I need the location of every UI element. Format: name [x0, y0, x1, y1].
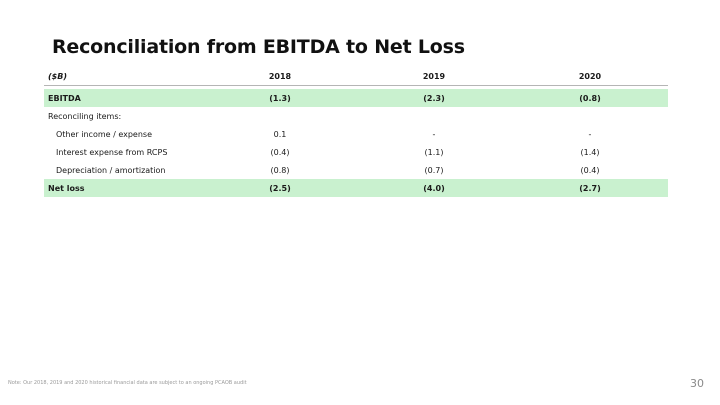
row-label: Reconciling items: — [48, 111, 122, 121]
row-value: (0.8) — [270, 165, 290, 175]
row-value: (1.1) — [424, 147, 444, 157]
row-value: (0.4) — [270, 147, 290, 157]
year-header: 2019 — [356, 68, 512, 86]
row-value — [204, 107, 356, 125]
row-value: 0.1 — [273, 129, 287, 139]
year-header: 2018 — [204, 68, 356, 86]
row-value: - — [432, 129, 436, 139]
table-row-reconciling-items: Reconciling items: — [44, 107, 668, 125]
page-number: 30 — [690, 377, 704, 390]
footnote: Note: Our 2018, 2019 and 2020 historical… — [8, 380, 247, 386]
row-value: (1.4) — [580, 147, 600, 157]
table-row-interest-expense: Interest expense from RCPS (0.4) (1.1) (… — [44, 143, 668, 161]
row-value: (0.8) — [512, 89, 668, 107]
table-row-ebitda: EBITDA (1.3) (2.3) (0.8) — [44, 89, 668, 107]
row-value: (2.7) — [512, 179, 668, 197]
table-header-row: ($B) 2018 2019 2020 — [44, 68, 668, 86]
reconciliation-table: ($B) 2018 2019 2020 EBITDA (1.3) (2.3) (… — [44, 68, 668, 197]
year-header: 2020 — [512, 68, 668, 86]
row-label: Depreciation / amortization — [56, 165, 166, 175]
row-label: Net loss — [44, 179, 204, 197]
row-value: (4.0) — [356, 179, 512, 197]
page-title: Reconciliation from EBITDA to Net Loss — [52, 36, 465, 58]
row-value: (2.5) — [204, 179, 356, 197]
table-row-other-income: Other income / expense 0.1 - - — [44, 125, 668, 143]
table-row-net-loss: Net loss (2.5) (4.0) (2.7) — [44, 179, 668, 197]
row-value: (2.3) — [356, 89, 512, 107]
row-value — [512, 107, 668, 125]
row-label: EBITDA — [44, 89, 204, 107]
row-value — [356, 107, 512, 125]
row-value: (1.3) — [204, 89, 356, 107]
row-label: Other income / expense — [56, 129, 153, 139]
row-value: (0.7) — [424, 165, 444, 175]
table-row-depreciation: Depreciation / amortization (0.8) (0.7) … — [44, 161, 668, 179]
row-value: - — [588, 129, 592, 139]
row-value: (0.4) — [580, 165, 600, 175]
unit-label: ($B) — [44, 68, 204, 86]
row-label: Interest expense from RCPS — [56, 147, 168, 157]
